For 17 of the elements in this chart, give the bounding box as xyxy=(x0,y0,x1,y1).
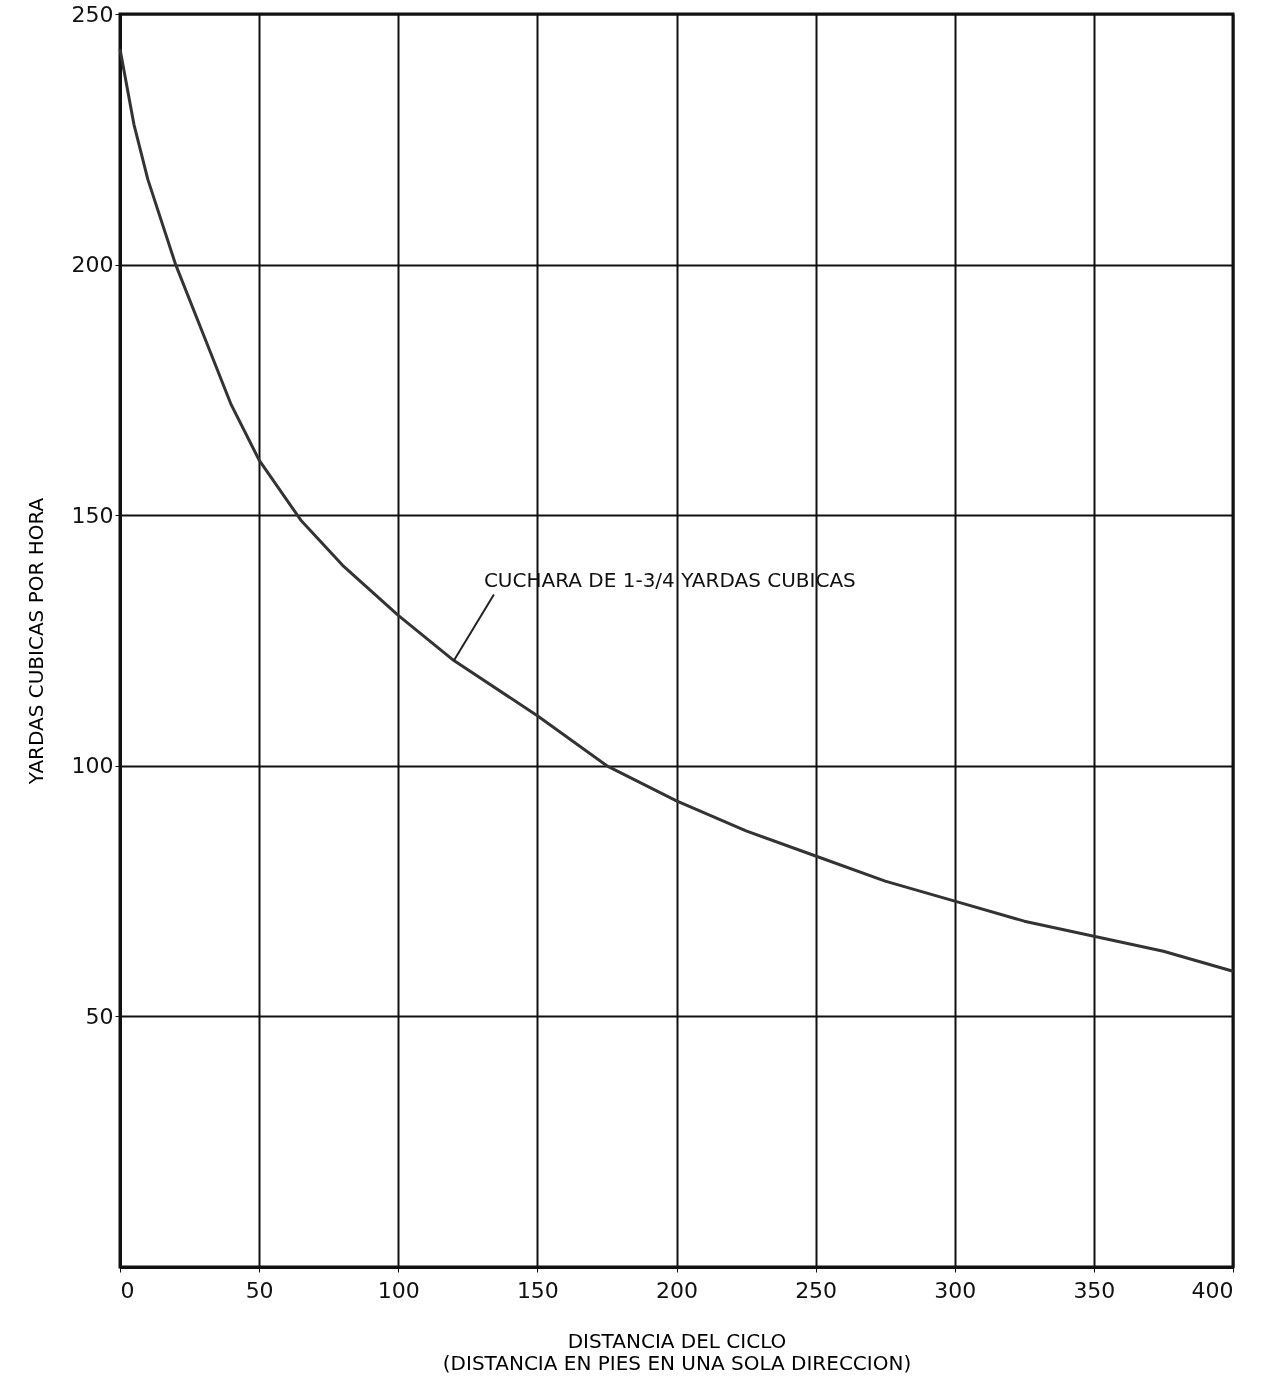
x-tick-label: 150 xyxy=(516,1277,559,1303)
y-tick-label: 150 xyxy=(71,502,114,528)
line-series xyxy=(118,47,1235,973)
x-tick-label: 400 xyxy=(1191,1277,1234,1303)
y-tick-label: 200 xyxy=(71,252,114,278)
x-tick-label: 250 xyxy=(795,1277,838,1303)
x-axis-title: DISTANCIA DEL CICLO (DISTANCIA EN PIES EN UNA SOLA DIRECCION) xyxy=(442,1328,912,1375)
x-tick-label: 200 xyxy=(656,1277,698,1303)
x-tick-label: 100 xyxy=(377,1277,420,1303)
x-tick-label: 300 xyxy=(934,1277,977,1303)
y-axis-title: YARDAS CUBICAS POR HORA xyxy=(23,497,48,786)
x-tick-label: 50 xyxy=(245,1277,274,1303)
y-tick-label: 100 xyxy=(71,753,114,779)
x-tick-label: 350 xyxy=(1073,1277,1116,1303)
y-tick-label: 50 xyxy=(85,1003,114,1029)
x-tick-label: 0 xyxy=(120,1277,135,1303)
y-tick-label: 250 xyxy=(71,1,114,27)
